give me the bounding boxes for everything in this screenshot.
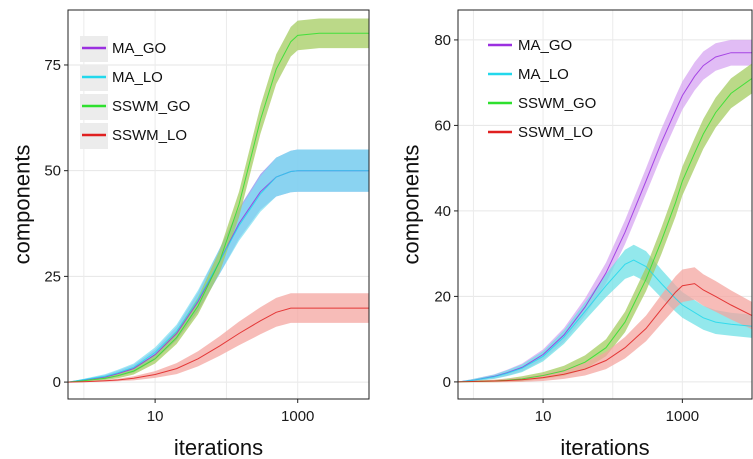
plot-frame-left (67, 9, 370, 400)
ticks-left: 0 25 50 75 10 1000 (44, 57, 314, 425)
legend-label-left-2: SSWM_GO (112, 98, 190, 115)
x-tick-label-left-1: 1000 (281, 408, 314, 425)
y-tick-label-right-4: 80 (434, 32, 451, 49)
legend-label-left-0: MA_GO (112, 40, 166, 57)
series-line-left-sswm-lo (68, 307, 369, 383)
legend-label-right-3: SSWM_LO (518, 124, 593, 141)
y-tick-label-right-2: 40 (434, 203, 451, 220)
series-line-left-sswm-go (68, 32, 369, 383)
y-tick-label-right-0: 0 (443, 374, 451, 391)
legend-right: MA_GO MA_LO SSWM_GO SSWM_LO (488, 37, 596, 141)
legend-label-right-0: MA_GO (518, 37, 572, 54)
chart-left: 0 25 50 75 10 1000 iterations components MA_G… (10, 9, 370, 459)
lines-right (458, 52, 752, 383)
lines-left (68, 32, 369, 383)
series-band-right-sswm-go (458, 63, 752, 383)
bands-left (68, 18, 369, 383)
x-axis-title-left: iterations (174, 435, 263, 459)
x-tick-label-right-1: 1000 (666, 408, 699, 425)
legend-left: MA_GO MA_LO SSWM_GO SSWM_LO (80, 36, 190, 149)
bands-right (458, 39, 752, 383)
series-band-right-ma-lo (458, 244, 752, 382)
y-tick-label-right-3: 60 (434, 117, 451, 134)
y-tick-label-right-1: 20 (434, 288, 451, 305)
series-line-right-sswm-lo (458, 283, 752, 383)
chart-right: 0 20 40 60 80 10 1000 iterations components MA… (399, 9, 753, 459)
plot-frame-right (457, 9, 753, 400)
series-line-left-ma-lo (68, 170, 369, 383)
y-axis-title-right: components (399, 145, 424, 265)
legend-label-left-1: MA_LO (112, 69, 163, 86)
x-tick-label-left-0: 10 (147, 408, 164, 425)
x-axis-title-right: iterations (560, 435, 649, 459)
y-tick-label-left-1: 25 (44, 268, 61, 285)
series-band-left-sswm-lo (68, 293, 369, 383)
legend-label-right-2: SSWM_GO (518, 95, 596, 112)
y-tick-label-left-0: 0 (53, 374, 61, 391)
series-line-right-ma-lo (458, 259, 752, 383)
series-band-right-sswm-lo (458, 267, 752, 383)
legend-label-right-1: MA_LO (518, 66, 569, 83)
legend-label-left-3: SSWM_LO (112, 127, 187, 144)
y-tick-label-left-2: 50 (44, 163, 61, 180)
y-tick-label-left-3: 75 (44, 57, 61, 74)
ticks-right: 0 20 40 60 80 10 1000 (434, 32, 699, 425)
y-axis-title-left: components (10, 145, 35, 265)
x-tick-label-right-0: 10 (535, 408, 552, 425)
